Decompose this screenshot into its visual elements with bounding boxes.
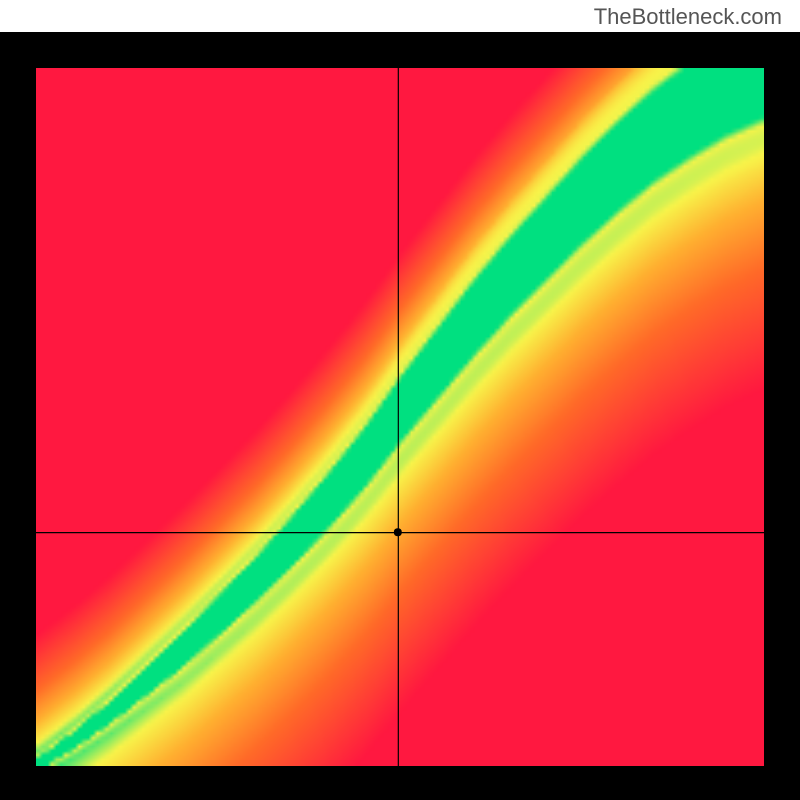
watermark-text: TheBottleneck.com <box>0 0 800 32</box>
chart-frame <box>0 32 800 800</box>
heatmap-area <box>36 68 764 766</box>
overlay-canvas <box>36 68 764 766</box>
chart-container: TheBottleneck.com <box>0 0 800 800</box>
